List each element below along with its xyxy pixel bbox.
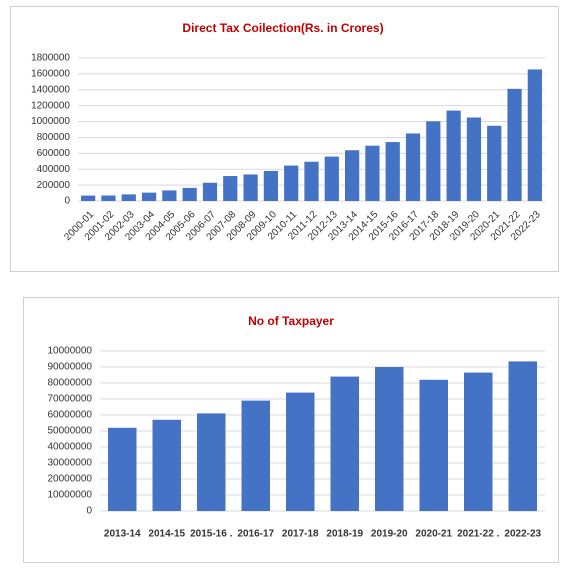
y-tick-label: 40000000 — [48, 442, 93, 453]
bar — [330, 376, 359, 511]
y-tick-label: 1400000 — [31, 84, 70, 95]
bar — [108, 427, 137, 511]
y-tick-label: 10000000 — [48, 346, 93, 357]
y-tick-label: 1000000 — [31, 116, 70, 127]
bar — [162, 190, 177, 201]
bar — [466, 117, 482, 201]
y-tick-label: 0 — [64, 196, 70, 207]
y-tick-label: 1800000 — [31, 53, 70, 64]
y-tick-label: 50000000 — [48, 426, 93, 437]
bar — [243, 174, 258, 201]
bar — [286, 392, 315, 511]
x-tick-label: 2022-23 — [504, 529, 541, 540]
y-tick-label: 30000000 — [48, 458, 93, 469]
x-tick-label: 2016-17 — [237, 529, 274, 540]
x-tick-label: 2017-18 — [282, 529, 319, 540]
x-tick-label: 2014-15 — [148, 529, 185, 540]
y-tick-label: 200000 — [37, 180, 71, 191]
bar — [324, 156, 339, 201]
bar — [464, 372, 493, 511]
y-tick-label: 90000000 — [48, 362, 93, 373]
bar — [304, 161, 319, 201]
y-tick-label: 0 — [86, 506, 92, 517]
bar — [405, 133, 421, 201]
bar — [487, 125, 502, 201]
y-tick-label: 800000 — [37, 132, 71, 143]
bar — [121, 194, 136, 201]
bar — [197, 413, 226, 511]
x-tick-label: 2019-20 — [371, 529, 408, 540]
bar — [507, 88, 522, 201]
x-tick-label: 2015-16 . — [190, 529, 232, 540]
bar — [426, 121, 441, 201]
bar — [101, 195, 116, 201]
x-tick-label: 2021-22 . — [457, 529, 499, 540]
bar — [202, 182, 218, 201]
bar — [223, 176, 238, 201]
bar — [375, 367, 404, 511]
chart-title: No of Taxpayer — [248, 314, 334, 328]
y-tick-label: 600000 — [37, 148, 71, 159]
x-tick-label: 2018-19 — [326, 529, 363, 540]
y-tick-label: 1200000 — [31, 100, 70, 111]
bar — [385, 142, 400, 201]
bar — [241, 400, 270, 511]
bar — [508, 361, 537, 511]
bar — [152, 419, 181, 511]
bar — [284, 165, 299, 201]
y-tick-label: 400000 — [37, 164, 71, 175]
x-tick-label: 2020-21 — [415, 529, 452, 540]
y-tick-label: 80000000 — [48, 378, 93, 389]
bar — [527, 69, 542, 201]
bar — [182, 187, 197, 201]
y-tick-label: 1600000 — [31, 69, 70, 80]
y-tick-label: 70000000 — [48, 394, 93, 405]
bar — [446, 110, 461, 201]
x-tick-label: 2013-14 — [104, 529, 141, 540]
bar — [81, 195, 96, 201]
y-tick-label: 20000000 — [48, 474, 93, 485]
bar — [141, 192, 157, 201]
y-tick-label: 10000000 — [48, 490, 93, 501]
bar — [419, 379, 448, 511]
bar — [345, 150, 360, 201]
bar — [263, 170, 278, 201]
bar — [365, 145, 380, 201]
chart-title: Direct Tax Coilection(Rs. in Crores) — [182, 21, 383, 35]
y-tick-label: 60000000 — [48, 410, 93, 421]
